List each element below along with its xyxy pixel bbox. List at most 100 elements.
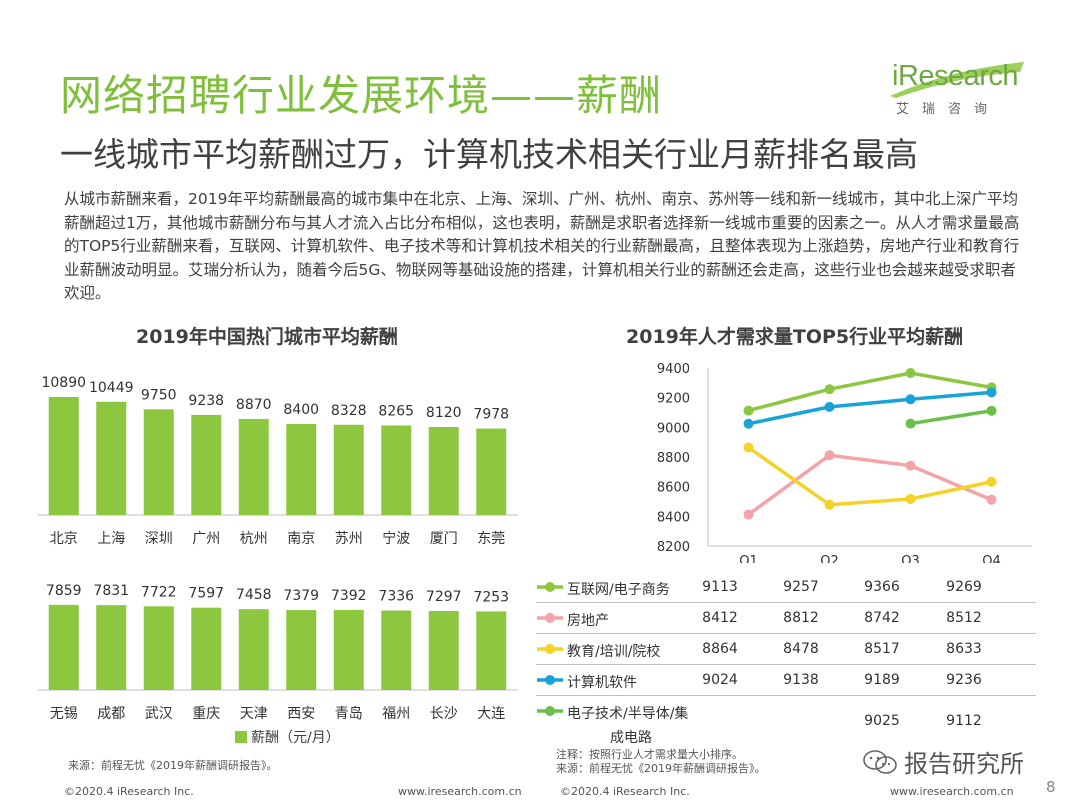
bar-value-label: 7859	[46, 583, 82, 599]
table-cell: 8478	[783, 641, 819, 657]
series-label: 电子技术/半导体/集	[567, 706, 689, 722]
legend-line-marker-icon	[537, 613, 563, 623]
legend-line-marker-icon	[537, 706, 563, 716]
category-label: 青岛	[335, 706, 363, 722]
y-tick-label: 8200	[657, 540, 690, 555]
category-label: 上海	[97, 531, 125, 547]
y-tick-label: 9200	[657, 392, 690, 407]
category-label: 东莞	[477, 531, 505, 547]
bar-value-label: 7336	[378, 589, 414, 605]
y-tick-label: 8800	[657, 451, 690, 466]
x-tick-label: Q4	[982, 554, 1001, 563]
table-cell: 8517	[864, 641, 900, 657]
series-point	[905, 368, 916, 379]
legend-line-marker-icon	[537, 675, 563, 685]
category-label: 广州	[192, 531, 220, 547]
series-point	[905, 493, 916, 504]
series-label: 互联网/电子商务	[567, 582, 670, 598]
bar	[191, 607, 222, 690]
category-label: 无锡	[50, 706, 78, 722]
table-cell: 9189	[864, 672, 900, 688]
category-label: 成都	[97, 706, 125, 722]
left-source: 来源：前程无忧《2019年薪酬调研报告》。	[68, 759, 278, 772]
bar	[381, 610, 412, 690]
bar-value-label: 7722	[141, 584, 177, 600]
series-line	[747, 453, 993, 516]
y-tick-label: 9000	[657, 421, 690, 436]
table-cell: 9269	[946, 579, 982, 595]
series-point	[824, 499, 835, 510]
table-row: 互联网/电子商务 9113 9257 9366 9269	[536, 572, 1036, 603]
bar-value-label: 8870	[236, 397, 272, 413]
table-cell: 8812	[783, 610, 819, 626]
series-point	[743, 418, 754, 429]
category-label: 武汉	[145, 706, 173, 722]
table-cell: 9024	[702, 672, 738, 688]
bar-value-label: 9238	[188, 393, 224, 409]
category-label: 深圳	[145, 531, 173, 547]
logo-cn-text: 艾瑞咨询	[896, 102, 1001, 117]
page-title: 网络招聘行业发展环境——薪酬	[60, 71, 663, 120]
right-source: 来源：前程无忧《2019年薪酬调研报告》。	[556, 762, 766, 775]
bar	[96, 401, 127, 515]
legend-line-marker-icon	[537, 582, 563, 592]
table-cell: 8633	[946, 641, 982, 657]
bar-value-label: 8265	[378, 403, 414, 419]
table-cell: 8864	[702, 641, 738, 657]
bar	[428, 610, 459, 690]
bar	[476, 611, 507, 690]
intro-paragraph: 从城市薪酬来看，2019年平均薪酬最高的城市集中在北京、上海、深圳、广州、杭州、…	[64, 190, 1020, 302]
series-line	[748, 390, 992, 426]
series-point	[905, 418, 916, 429]
series-label: 房地产	[567, 613, 609, 629]
series-line	[910, 408, 992, 426]
bar-value-label: 10449	[89, 380, 134, 396]
right-note: 注释：按照行业人才需求量大小排序。	[556, 748, 743, 761]
bar-value-label: 10890	[41, 375, 86, 391]
page-subtitle: 一线城市平均薪酬过万，计算机技术相关行业月薪排名最高	[60, 135, 918, 174]
bar-value-label: 7379	[283, 588, 319, 604]
bar-value-label: 7978	[473, 407, 509, 423]
table-cell: 8742	[864, 610, 900, 626]
bar-value-label: 8120	[426, 405, 462, 421]
left-chart-title: 2019年中国热门城市平均薪酬	[136, 326, 398, 348]
bar-value-label: 7458	[236, 587, 272, 603]
bar-value-label: 8400	[283, 402, 319, 418]
category-label: 长沙	[430, 706, 458, 722]
watermark-text: 报告研究所	[904, 750, 1024, 778]
wechat-icon	[863, 749, 897, 774]
footer-copyright-right: ©2020.4 iResearch Inc.	[560, 785, 690, 798]
series-point	[824, 401, 835, 412]
bar-value-label: 7253	[473, 589, 509, 605]
table-cell: 8512	[946, 610, 982, 626]
table-cell: 9366	[864, 579, 900, 595]
series-point	[986, 494, 997, 505]
bar-value-label: 8328	[331, 403, 367, 419]
series-point	[743, 509, 754, 520]
bar	[191, 414, 222, 515]
footer-url-right: www.iresearch.com.cn	[890, 785, 1014, 798]
category-label: 西安	[287, 706, 315, 722]
bar	[286, 423, 317, 515]
series-point	[905, 394, 916, 405]
table-row: 电子技术/半导体/集 成电路 9025 9112	[536, 696, 1036, 746]
bar	[143, 606, 174, 690]
y-tick-label: 8600	[657, 481, 690, 496]
bar	[143, 409, 174, 515]
right-chart-title: 2019年人才需求量TOP5行业平均薪酬	[626, 326, 964, 348]
series-label: 计算机软件	[567, 675, 637, 691]
series-label-continued: 成电路	[610, 730, 652, 746]
series-point	[743, 405, 754, 416]
bar	[286, 610, 317, 690]
bar-value-label: 7831	[93, 583, 129, 599]
table-cell: 9112	[946, 713, 982, 729]
logo-swoosh-icon	[890, 62, 1024, 98]
bar	[333, 609, 364, 690]
x-tick-label: Q3	[901, 554, 920, 563]
bar	[238, 609, 269, 690]
bar-value-label: 9750	[141, 387, 177, 403]
table-cell: 9138	[783, 672, 819, 688]
series-point	[824, 384, 835, 395]
series-point	[905, 460, 916, 471]
page-number: 8	[1046, 778, 1056, 796]
